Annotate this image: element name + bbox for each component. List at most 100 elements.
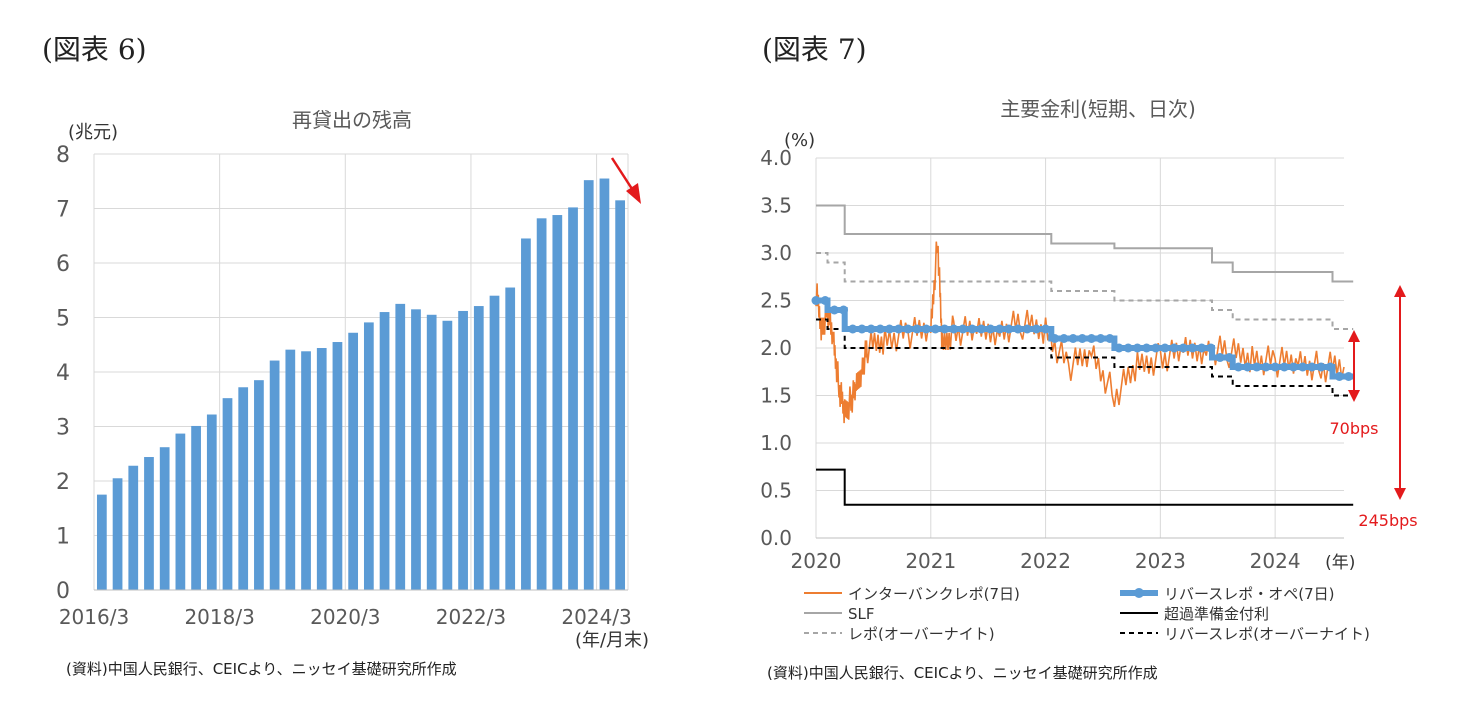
y-tick-label: 1.0 (760, 431, 792, 455)
series-marker (1077, 334, 1087, 343)
series-marker (1270, 362, 1280, 372)
series-marker (1169, 343, 1179, 353)
bar (536, 218, 547, 590)
x-tick-label: 2024/3 (561, 605, 631, 629)
series-marker (857, 324, 867, 334)
chart-bar-rediscount-balance: 0 1 2 3 4 5 6 7 8 2016/3 2018/3 2020/3 2022/3 2024/3 再… (56, 108, 649, 651)
x-tick-label: 2024 (1250, 549, 1301, 573)
series-marker (940, 324, 950, 334)
series-marker (1151, 343, 1161, 353)
y-tick-label: 3 (56, 416, 70, 441)
series-marker (811, 296, 821, 305)
legend-label: レポ(オーバーナイト) (848, 625, 995, 643)
bar (254, 380, 264, 590)
series-marker (1187, 343, 1197, 353)
y-tick-label: 4 (56, 361, 70, 386)
bar (238, 387, 249, 590)
series-marker (1215, 353, 1225, 362)
series-marker (1132, 343, 1142, 353)
series-marker (875, 324, 885, 334)
series-marker (1197, 343, 1207, 353)
bar (269, 360, 280, 590)
bar (144, 457, 154, 590)
legend-label: インターバンクレポ(7日) (848, 585, 1020, 603)
series-marker (1068, 334, 1078, 343)
series-marker (958, 324, 968, 334)
series-marker (995, 324, 1005, 334)
bar (175, 433, 186, 590)
x-tick-label: 2016/3 (59, 605, 129, 629)
bar (411, 309, 421, 590)
series-marker (1178, 343, 1188, 353)
y-tick-label: 2 (56, 470, 70, 495)
arrow-245bps-head-down (1394, 488, 1406, 500)
x-axis-unit: (年) (1325, 553, 1355, 573)
arrow-70bps-head-up (1348, 330, 1360, 342)
series-marker (1243, 362, 1253, 372)
series-marker (1086, 334, 1096, 343)
y-tick-label: 0 (56, 579, 70, 604)
bar (615, 200, 626, 590)
bar (128, 465, 139, 590)
bar (285, 349, 296, 590)
x-tick-label: 2021 (905, 549, 956, 573)
series-line (816, 468, 1354, 506)
series-line (816, 204, 1354, 283)
y-tick-label: 3.5 (760, 194, 792, 218)
annotation-70bps: 70bps (1329, 419, 1378, 438)
y-tick-label: 1 (56, 525, 70, 550)
series-marker (1233, 362, 1243, 372)
downward-arrow-shaft (610, 157, 636, 193)
y-tick-label: 7 (56, 198, 70, 223)
series-marker (894, 324, 904, 334)
y-tick-label: 2.5 (760, 289, 792, 313)
bar (599, 178, 610, 590)
legend-marker (1134, 588, 1144, 598)
bar (442, 320, 453, 590)
series-marker (1325, 362, 1335, 372)
series-marker (1096, 334, 1106, 343)
series-marker (829, 305, 839, 315)
series-marker (1142, 343, 1152, 353)
figure-6-label: (図表 6) (42, 33, 147, 66)
x-tick-label: 2020/3 (310, 605, 380, 629)
series-marker (949, 324, 959, 334)
series-marker (1344, 372, 1354, 381)
series-marker (921, 324, 931, 334)
bar (426, 314, 437, 590)
bar (96, 494, 107, 590)
y-tick-label: 8 (56, 143, 70, 168)
y-tick-label: 0.5 (760, 479, 792, 503)
series-marker (1160, 343, 1170, 353)
series-marker (820, 296, 830, 305)
series-line (816, 252, 1354, 330)
bar (348, 332, 359, 590)
y-tick-label: 3.0 (760, 241, 792, 265)
bar (112, 478, 123, 590)
series-marker (1279, 362, 1289, 372)
x-tick-label: 2022 (1020, 549, 1071, 573)
x-tick-label: 2020 (791, 549, 842, 573)
chart-line-short-term-rates: 0.0 0.5 1.0 1.5 2.0 2.5 3.0 3.5 4.0 2020 2021 2022 2… (760, 97, 1417, 643)
bar (473, 306, 484, 590)
series-marker (930, 324, 940, 334)
series-marker (903, 324, 913, 334)
series-marker (1041, 324, 1051, 334)
legend-label: 超過準備金付利 (1164, 605, 1269, 623)
bar (332, 342, 343, 590)
series-marker (1224, 353, 1234, 362)
bar (222, 398, 233, 590)
bar (206, 414, 217, 590)
series-marker (866, 324, 876, 334)
y-axis-label: (%) (784, 130, 815, 151)
legend-label: リバースレポ・オペ(7日) (1164, 585, 1335, 603)
legend-label: リバースレポ(オーバーナイト) (1164, 625, 1370, 643)
bar (379, 312, 390, 590)
figure-6-source: (資料)中国人民銀行、CEICより、ニッセイ基礎研究所作成 (66, 660, 457, 678)
x-tick-label: 2022/3 (436, 605, 506, 629)
downward-arrow-head (626, 183, 641, 204)
y-tick-label: 6 (56, 252, 70, 277)
series-marker (848, 324, 858, 334)
x-tick-label: 2018/3 (184, 605, 254, 629)
y-tick-label: 1.5 (760, 384, 792, 408)
